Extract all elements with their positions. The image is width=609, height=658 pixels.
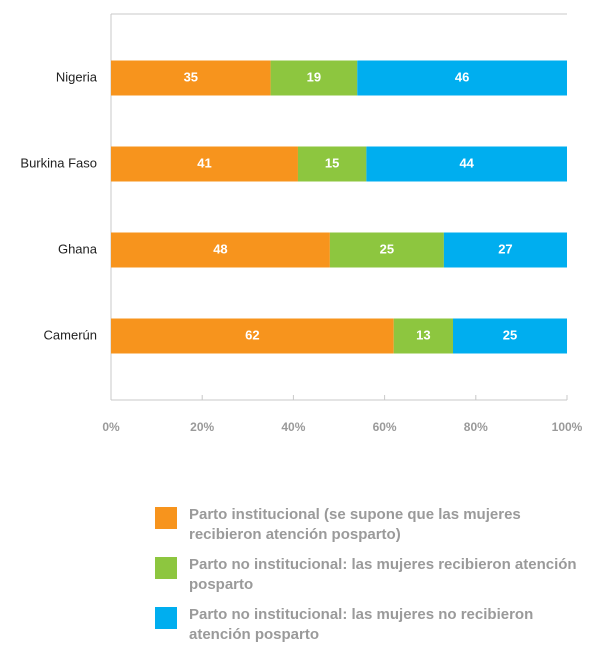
bar-segment <box>111 146 298 182</box>
data-label: 25 <box>503 327 517 342</box>
data-label: 19 <box>307 69 321 84</box>
x-tick-label: 100% <box>552 420 583 434</box>
legend-label: Parto institucional (se supone que las m… <box>189 506 521 543</box>
data-label: 13 <box>416 327 430 342</box>
legend-swatch <box>155 507 177 529</box>
bar-segment <box>443 232 567 268</box>
y-tick-label: Ghana <box>58 241 98 256</box>
data-label: 41 <box>197 155 211 170</box>
data-label: 62 <box>245 327 259 342</box>
bar-segment <box>111 318 394 354</box>
y-tick-label: Camerún <box>44 327 97 342</box>
chart: 0% 20% 40% 60% 80% 100% Nigeria 35 19 46 Burkina F… <box>20 13 583 434</box>
data-label: 46 <box>455 69 469 84</box>
legend-item: Parto institucional (se supone que las m… <box>155 505 595 545</box>
legend-label: Parto no institucional: las mujeres reci… <box>189 556 577 593</box>
bar-segment <box>453 318 567 354</box>
bar-segment <box>357 60 567 96</box>
bar-segment <box>270 60 358 96</box>
x-tick-label: 20% <box>190 420 214 434</box>
data-label: 15 <box>325 155 339 170</box>
y-tick-label: Nigeria <box>56 69 98 84</box>
bar-segment <box>111 232 330 268</box>
data-label: 44 <box>459 155 474 170</box>
bar-segment <box>111 60 271 96</box>
y-tick-label: Burkina Faso <box>20 155 97 170</box>
bar-segment <box>297 146 367 182</box>
legend-swatch <box>155 607 177 629</box>
data-label: 27 <box>498 241 512 256</box>
bar-segment <box>329 232 444 268</box>
legend: Parto institucional (se supone que las m… <box>155 505 595 655</box>
x-tick-label: 40% <box>281 420 305 434</box>
legend-item: Parto no institucional: las mujeres no r… <box>155 605 595 645</box>
legend-item: Parto no institucional: las mujeres reci… <box>155 555 595 595</box>
x-tick-label: 0% <box>102 420 120 434</box>
data-label: 25 <box>380 241 394 256</box>
bar-segment <box>393 318 453 354</box>
data-label: 35 <box>184 69 198 84</box>
data-label: 48 <box>213 241 227 256</box>
x-tick-label: 80% <box>464 420 488 434</box>
x-tick-label: 60% <box>373 420 397 434</box>
legend-swatch <box>155 557 177 579</box>
bar-segment <box>366 146 567 182</box>
legend-label: Parto no institucional: las mujeres no r… <box>189 606 534 643</box>
